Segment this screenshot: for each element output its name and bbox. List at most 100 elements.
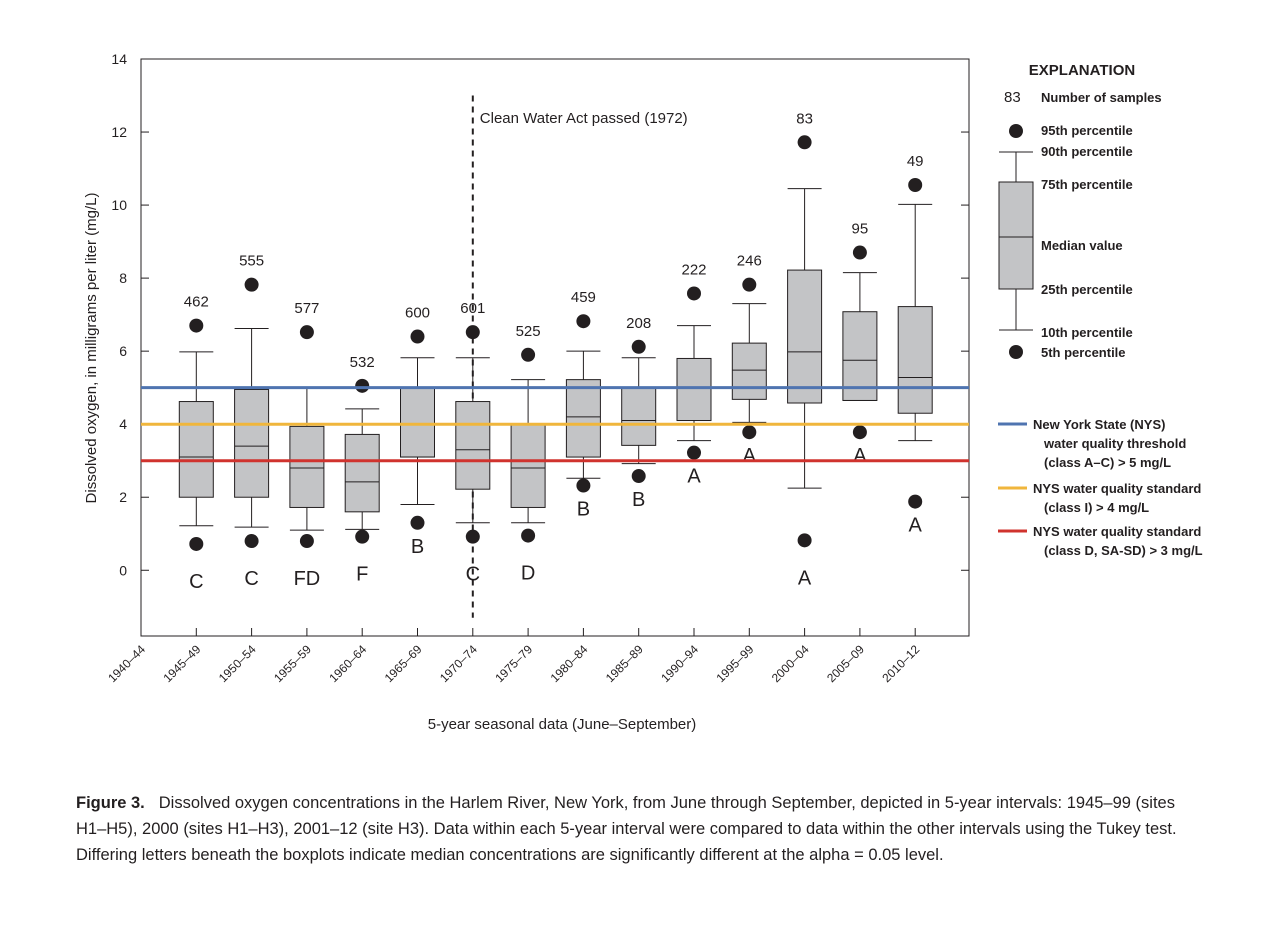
tukey-group-label: C: [466, 564, 480, 586]
box-iqr: [731, 342, 767, 400]
tukey-group-label: B: [632, 489, 645, 511]
p95-dot: [244, 277, 259, 292]
box-iqr: [565, 379, 601, 458]
x-tick-label: 2010–12: [879, 642, 922, 685]
boxplot-2000–04: 83 A: [787, 110, 823, 589]
boxplot-1970–74: 601 C: [455, 300, 491, 586]
y-tick-label: 8: [119, 270, 127, 286]
legend-nys-ac-label: New York State (NYS): [1033, 417, 1165, 432]
boxplot-1985–89: 208 B: [621, 315, 657, 511]
y-tick-label: 6: [119, 343, 127, 359]
y-tick-label: 12: [111, 124, 127, 140]
box-iqr: [400, 387, 435, 458]
p95-dot: [189, 318, 204, 333]
x-tick-label: 1955–59: [271, 642, 314, 685]
legend-box: [998, 181, 1034, 290]
p5-dot: [189, 536, 204, 551]
boxplot-1960–64: 532 F: [344, 354, 380, 586]
tukey-group-label: C: [244, 568, 258, 590]
tukey-group-label: B: [411, 536, 424, 558]
p95-dot: [631, 339, 646, 354]
sample-count-label: 49: [907, 153, 924, 170]
p5-dot: [521, 528, 536, 543]
legend-p5-dot: [1009, 345, 1023, 359]
figure-caption: Figure 3. Dissolved oxygen concentrations…: [76, 790, 1186, 868]
tukey-group-label: F: [356, 564, 368, 586]
p5-dot: [244, 534, 259, 549]
legend-nys-ac-label: water quality threshold: [1043, 436, 1186, 451]
box-iqr: [178, 401, 214, 498]
y-tick-label: 14: [111, 51, 127, 67]
p5-dot: [631, 469, 646, 484]
x-tick-label: 1960–64: [326, 642, 369, 685]
clean-water-act-label: Clean Water Act passed (1972): [480, 110, 688, 127]
sample-count-label: 462: [184, 294, 209, 311]
p5-dot: [355, 529, 370, 544]
x-tick-label: 1985–89: [603, 642, 646, 685]
p5-dot: [299, 534, 314, 549]
boxplot-1995–99: 246 A: [731, 253, 767, 467]
sample-count-label: 83: [796, 110, 813, 127]
box-iqr: [455, 401, 491, 490]
box-iqr: [787, 269, 823, 404]
legend-p25-label: 25th percentile: [1041, 282, 1133, 297]
p5-dot: [797, 533, 812, 548]
x-tick-label: 1945–49: [160, 642, 203, 685]
legend-median-label: Median value: [1041, 238, 1123, 253]
legend-nys-ac-label: (class A–C) > 5 mg/L: [1044, 455, 1171, 470]
sample-count-label: 246: [737, 253, 762, 270]
legend-p90-label: 90th percentile: [1041, 144, 1133, 159]
tukey-group-label: A: [798, 567, 812, 589]
p95-dot: [852, 245, 867, 260]
sample-count-label: 577: [294, 300, 319, 317]
p95-dot: [687, 286, 701, 301]
sample-count-label: 222: [681, 261, 706, 278]
figure-caption-text: Dissolved oxygen concentrations in the H…: [76, 794, 1177, 864]
tukey-group-label: A: [687, 466, 701, 488]
p5-dot: [687, 445, 701, 460]
sample-count-label: 208: [626, 315, 651, 332]
x-tick-label: 1950–54: [216, 642, 259, 685]
tukey-group-label: C: [189, 571, 203, 593]
box-iqr: [842, 311, 878, 401]
boxplot-2005–09: 95 A: [842, 221, 878, 467]
boxplot-1950–54: 555 C: [234, 253, 270, 590]
p95-dot: [410, 329, 425, 344]
legend-p10-label: 10th percentile: [1041, 325, 1133, 340]
legend-p95-label: 95th percentile: [1041, 123, 1133, 138]
box-iqr: [897, 306, 933, 414]
x-tick-label: 1975–79: [492, 642, 535, 685]
boxplot-1945–49: 462 C: [178, 294, 214, 593]
box-iqr: [676, 357, 712, 422]
boxplot-1955–59: 577 FD: [289, 300, 325, 590]
p95-dot: [576, 314, 591, 329]
p95-dot: [521, 347, 536, 362]
legend: EXPLANATION 83 Number of samples 95th perce…: [998, 62, 1203, 558]
p95-dot: [355, 378, 370, 393]
legend-nys-d-label: NYS water quality standard: [1033, 524, 1201, 539]
tukey-group-label: A: [909, 515, 923, 537]
legend-nys-i-label: NYS water quality standard: [1033, 481, 1201, 496]
x-tick-label: 1980–84: [548, 642, 591, 685]
p95-dot: [465, 325, 480, 340]
y-axis-label: Dissolved oxygen, in milligrams per lite…: [83, 193, 100, 504]
plot-frame: [140, 58, 970, 637]
legend-sample-label: Number of samples: [1041, 90, 1162, 105]
x-tick-label: 1940–44: [105, 642, 148, 685]
x-tick-label: 2000–04: [769, 642, 812, 685]
tukey-group-label: B: [577, 499, 590, 521]
sample-count-label: 601: [460, 300, 485, 317]
legend-p95-dot: [1009, 124, 1023, 138]
x-tick-label: 2005–09: [824, 642, 867, 685]
sample-count-label: 532: [350, 354, 375, 371]
boxplot-1990–94: 222 A: [676, 261, 712, 488]
figure-label: Figure 3.: [76, 794, 145, 812]
tukey-group-label: D: [521, 563, 535, 585]
p95-dot: [299, 325, 314, 340]
legend-p75-label: 75th percentile: [1041, 177, 1133, 192]
boxplot-1980–84: 459 B: [565, 289, 601, 521]
legend-title: EXPLANATION: [1029, 62, 1135, 79]
sample-count-label: 525: [516, 323, 541, 340]
y-tick-label: 0: [119, 562, 127, 578]
